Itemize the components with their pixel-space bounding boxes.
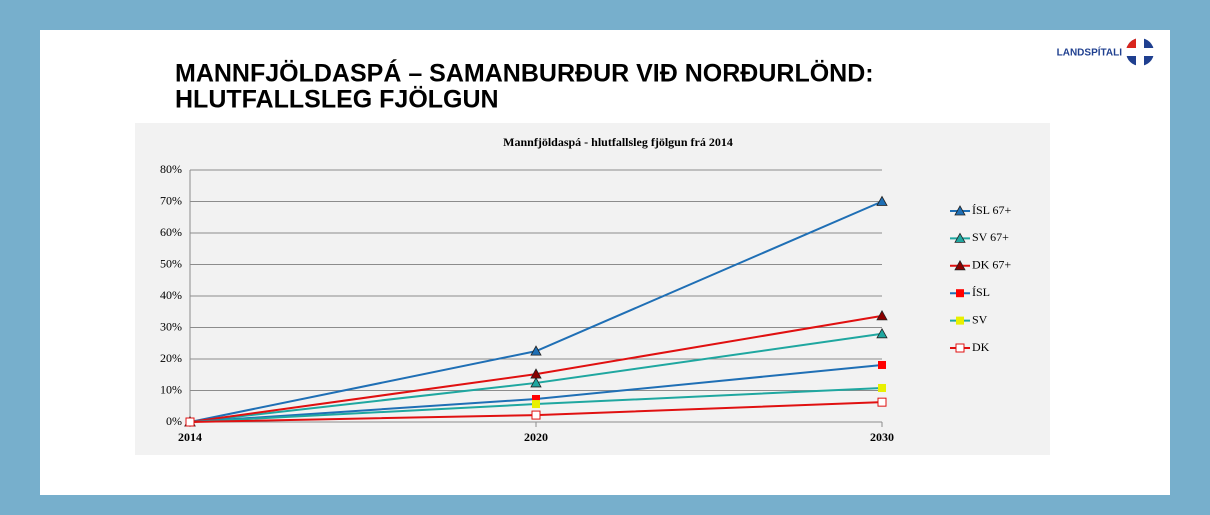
marker	[876, 310, 888, 321]
chart-title: Mannfjöldaspá - hlutfallsleg fjölgun frá…	[503, 135, 733, 149]
y-tick-label: 0%	[166, 414, 182, 428]
marker	[876, 327, 888, 339]
marker	[878, 360, 886, 369]
marker	[185, 417, 195, 427]
legend-label: SV	[972, 312, 988, 326]
marker	[878, 383, 886, 392]
legend-marker	[954, 205, 966, 216]
x-tick-label: 2020	[524, 430, 548, 444]
chart-area	[135, 123, 1050, 455]
legend-marker	[955, 343, 965, 353]
y-tick-label: 30%	[160, 319, 182, 333]
marker	[877, 397, 887, 407]
marker	[530, 345, 542, 356]
y-tick-label: 80%	[160, 162, 182, 176]
marker	[530, 368, 542, 379]
legend-label: DK	[972, 340, 990, 354]
y-tick-label: 10%	[160, 382, 182, 396]
x-tick-label: 2030	[870, 430, 894, 444]
legend-label: ÍSL	[972, 285, 990, 299]
marker	[876, 195, 888, 206]
marker	[530, 377, 542, 388]
y-tick-label: 40%	[160, 288, 182, 302]
legend-label: DK 67+	[972, 258, 1011, 272]
legend-label: ÍSL 67+	[972, 203, 1012, 217]
y-tick-label: 50%	[160, 256, 182, 270]
slide-title: HLUTFALLSLEG FJÖLGUN	[175, 85, 499, 114]
y-tick-label: 70%	[160, 193, 182, 207]
y-tick-label: 60%	[160, 225, 182, 239]
marker	[531, 410, 541, 420]
marker	[532, 395, 540, 404]
marker	[532, 400, 540, 409]
y-tick-label: 20%	[160, 351, 182, 365]
slide-title: MANNFJÖLDASPÁ – SAMANBURÐUR VIÐ NORÐURLÖ…	[175, 59, 874, 88]
x-tick-label: 2014	[178, 430, 202, 444]
legend-marker	[956, 316, 964, 325]
legend-marker	[954, 259, 966, 271]
legend-marker	[954, 232, 966, 243]
logo-icon	[1126, 38, 1154, 66]
legend-label: SV 67+	[972, 230, 1009, 244]
logo-text: LANDSPÍTALI	[1057, 46, 1123, 59]
legend-marker	[956, 289, 964, 298]
